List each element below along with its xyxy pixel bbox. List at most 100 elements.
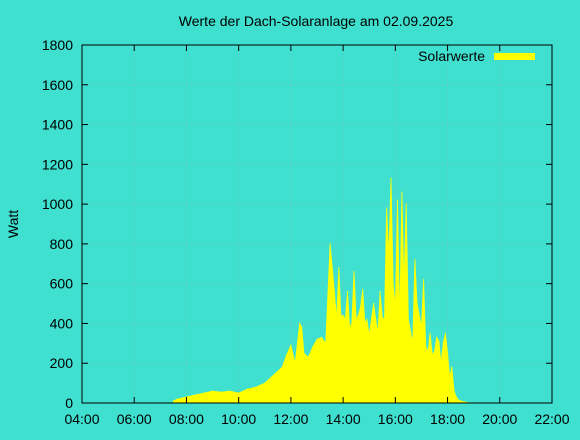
data-point: [362, 289, 364, 291]
data-point: [238, 392, 240, 394]
data-point: [405, 203, 407, 205]
data-point: [377, 332, 379, 334]
y-tick-label: 600: [50, 276, 74, 292]
data-point: [246, 388, 248, 390]
data-point: [436, 336, 438, 338]
data-point: [307, 356, 309, 358]
y-tick-label: 0: [65, 395, 73, 411]
data-point: [299, 322, 301, 324]
data-point: [438, 340, 440, 342]
data-point: [220, 391, 222, 393]
data-point: [229, 390, 231, 392]
data-point: [370, 318, 372, 321]
data-point: [414, 259, 416, 261]
data-point: [429, 332, 431, 334]
data-point: [410, 330, 412, 332]
data-point: [403, 283, 405, 285]
data-point: [433, 350, 436, 352]
data-point: [457, 399, 459, 401]
data-point: [301, 326, 303, 328]
data-point: [416, 303, 418, 305]
data-point: [366, 318, 368, 321]
data-point: [431, 354, 433, 356]
data-point: [349, 326, 351, 328]
data-point: [255, 386, 257, 388]
data-point: [194, 394, 196, 396]
series-area-0: [172, 178, 472, 404]
x-tick-label: 06:00: [117, 411, 152, 427]
data-point: [392, 283, 394, 285]
data-point: [177, 398, 179, 400]
x-tick-label: 22:00: [534, 411, 569, 427]
data-point: [412, 342, 414, 344]
data-point: [338, 267, 340, 269]
data-point: [425, 346, 427, 348]
data-point: [312, 346, 314, 348]
data-point: [344, 318, 346, 321]
data-point: [451, 366, 453, 368]
axis-ticks: 0 200 400 600 800 1000 1200 1400 1600 1800 04:00 06…: [42, 37, 570, 427]
data-point: [272, 374, 275, 376]
data-point: [281, 366, 283, 368]
y-tick-label: 1600: [42, 77, 73, 93]
y-tick-label: 1800: [42, 37, 73, 53]
data-point: [364, 322, 366, 324]
data-point: [390, 177, 392, 179]
data-point: [423, 279, 425, 281]
data-point: [455, 396, 457, 398]
data-point: [420, 326, 422, 328]
data-point: [383, 318, 386, 321]
data-point: [375, 318, 377, 321]
data-point: [336, 318, 338, 321]
data-point: [394, 306, 396, 309]
data-point: [294, 362, 296, 364]
x-tick-label: 08:00: [169, 411, 204, 427]
legend: Solarwerte: [418, 48, 535, 64]
data-point: [264, 382, 266, 384]
y-tick-label: 1400: [42, 117, 73, 133]
data-point: [359, 306, 362, 309]
legend-swatch: [494, 53, 535, 60]
data-point: [460, 400, 462, 402]
data-point: [172, 400, 174, 402]
data-point: [212, 390, 214, 392]
y-tick-label: 200: [50, 355, 74, 371]
data-point: [320, 336, 322, 338]
data-point: [290, 344, 292, 346]
data-point: [453, 390, 455, 392]
data-point: [427, 350, 429, 352]
data-point: [442, 342, 444, 344]
data-point: [203, 392, 205, 394]
data-point: [340, 314, 342, 317]
y-tick-label: 1000: [42, 196, 73, 212]
data-point: [329, 243, 331, 245]
data-point: [388, 255, 390, 257]
data-area: [172, 177, 473, 404]
y-axis-label: Watt: [5, 210, 21, 238]
data-point: [325, 342, 327, 344]
data-point: [396, 199, 399, 201]
data-point: [401, 191, 403, 193]
legend-label: Solarwerte: [418, 48, 485, 64]
data-point: [303, 352, 305, 354]
data-point: [386, 207, 388, 209]
data-point: [346, 291, 349, 293]
x-tick-label: 10:00: [221, 411, 256, 427]
data-point: [316, 338, 318, 340]
x-tick-label: 12:00: [273, 411, 308, 427]
x-tick-label: 04:00: [64, 411, 99, 427]
data-point: [373, 303, 375, 305]
data-point: [285, 354, 288, 356]
data-point: [399, 318, 401, 321]
y-tick-label: 1200: [42, 156, 73, 172]
data-point: [333, 291, 335, 293]
data-point: [379, 291, 381, 293]
x-tick-label: 14:00: [326, 411, 361, 427]
plot-frame: [81, 44, 553, 404]
y-tick-label: 400: [50, 315, 74, 331]
data-point: [449, 376, 451, 378]
data-point: [355, 318, 357, 321]
data-point: [447, 352, 449, 354]
